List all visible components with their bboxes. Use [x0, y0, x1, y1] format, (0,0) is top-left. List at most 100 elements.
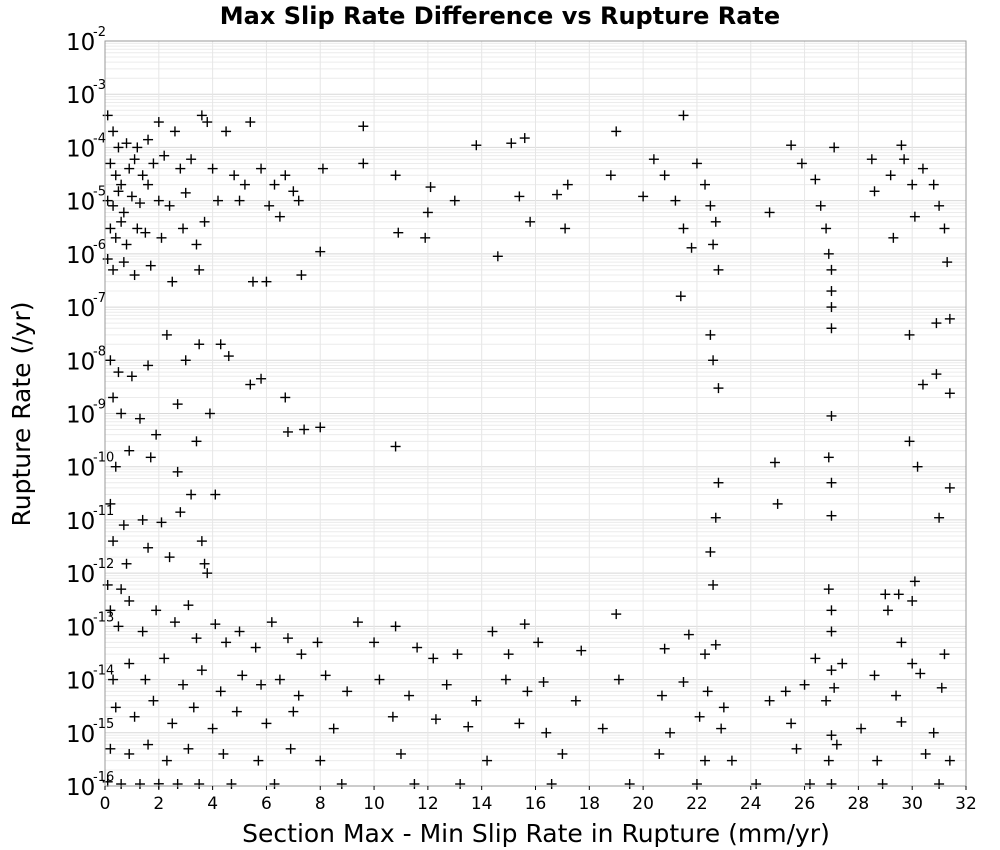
data-point — [102, 776, 113, 787]
data-point — [256, 679, 267, 690]
y-tick-exponent: -3 — [93, 78, 106, 93]
data-point — [118, 207, 129, 218]
data-point — [167, 718, 178, 729]
data-point — [506, 138, 517, 149]
data-point — [108, 536, 119, 547]
data-point — [126, 191, 137, 202]
data-point — [202, 117, 213, 128]
data-point — [877, 779, 888, 789]
data-point — [129, 270, 140, 281]
x-tick-label: 4 — [207, 794, 218, 814]
data-point — [280, 170, 291, 181]
y-tick-exponent: -11 — [93, 504, 114, 519]
data-point — [102, 110, 113, 121]
data-point — [108, 392, 119, 403]
data-point — [210, 489, 221, 500]
data-point — [124, 595, 135, 606]
data-point — [557, 748, 568, 759]
data-point — [471, 695, 482, 706]
data-point — [113, 142, 124, 153]
data-point — [597, 723, 608, 734]
data-point — [944, 482, 955, 493]
data-point — [670, 195, 681, 206]
data-point — [102, 195, 113, 206]
data-point — [153, 117, 164, 128]
data-point — [199, 558, 210, 569]
data-point — [441, 679, 452, 690]
x-tick-label: 12 — [417, 794, 439, 814]
data-point — [799, 679, 810, 690]
data-point — [250, 642, 261, 653]
data-point — [134, 198, 145, 209]
data-point — [869, 186, 880, 197]
data-point — [215, 686, 226, 697]
data-point — [315, 422, 326, 433]
x-tick-label: 8 — [315, 794, 326, 814]
data-point — [654, 748, 665, 759]
data-point — [904, 329, 915, 340]
y-tick-base: 10 — [66, 775, 95, 801]
data-point — [226, 779, 237, 789]
data-point — [944, 313, 955, 324]
data-point — [110, 170, 121, 181]
data-point — [387, 711, 398, 722]
data-points — [102, 110, 955, 789]
data-point — [191, 239, 202, 250]
data-point — [705, 200, 716, 211]
data-point — [191, 436, 202, 447]
data-point — [336, 779, 347, 789]
data-point — [823, 755, 834, 766]
data-point — [204, 408, 215, 419]
data-point — [134, 413, 145, 424]
y-tick-base: 10 — [66, 509, 95, 535]
data-point — [896, 140, 907, 151]
data-point — [178, 223, 189, 234]
data-point — [183, 743, 194, 754]
data-point — [872, 755, 883, 766]
y-tick-exponent: -6 — [93, 238, 106, 253]
data-point — [449, 195, 460, 206]
data-point — [826, 626, 837, 637]
data-point — [939, 223, 950, 234]
data-point — [261, 276, 272, 287]
data-point — [533, 637, 544, 648]
data-point — [121, 558, 132, 569]
data-point — [430, 714, 441, 725]
data-point — [915, 668, 926, 679]
data-point — [137, 514, 148, 525]
data-point — [151, 429, 162, 440]
data-point — [576, 645, 587, 656]
y-tick-label: 10-15 — [66, 717, 114, 748]
data-point — [716, 723, 727, 734]
data-point — [896, 716, 907, 727]
data-point — [126, 371, 137, 382]
y-tick-exponent: -14 — [93, 664, 114, 679]
data-point — [882, 605, 893, 616]
data-point — [186, 489, 197, 500]
x-axis-label: Section Max - Min Slip Rate in Rupture (… — [242, 819, 830, 848]
data-point — [700, 649, 711, 660]
data-point — [194, 264, 205, 275]
data-point — [153, 195, 164, 206]
data-point — [826, 323, 837, 334]
data-point — [161, 755, 172, 766]
data-point — [804, 779, 815, 789]
data-point — [791, 743, 802, 754]
data-point — [124, 445, 135, 456]
data-point — [896, 637, 907, 648]
data-point — [546, 779, 557, 789]
data-point — [678, 110, 689, 121]
y-tick-exponent: -12 — [93, 557, 114, 572]
data-point — [909, 576, 920, 587]
data-point — [519, 619, 530, 630]
data-point — [132, 223, 143, 234]
data-point — [247, 276, 258, 287]
data-point — [105, 605, 116, 616]
data-point — [934, 779, 945, 789]
data-point — [312, 637, 323, 648]
data-point — [161, 329, 172, 340]
data-point — [944, 755, 955, 766]
data-point — [700, 755, 711, 766]
data-point — [751, 779, 762, 789]
data-point — [132, 142, 143, 153]
